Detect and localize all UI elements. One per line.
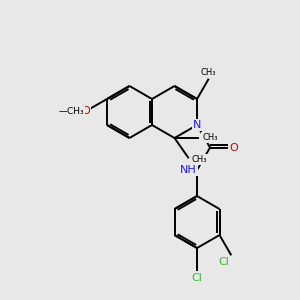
Text: O: O <box>229 142 238 152</box>
Text: —CH₃: —CH₃ <box>58 107 84 116</box>
Text: O: O <box>81 106 90 116</box>
Text: N: N <box>193 120 201 130</box>
Text: Cl: Cl <box>192 273 203 284</box>
Text: Cl: Cl <box>218 257 229 267</box>
Text: CH₃: CH₃ <box>192 155 207 164</box>
Text: CH₃: CH₃ <box>68 107 83 116</box>
Text: CH₃: CH₃ <box>201 68 217 77</box>
Text: CH₃: CH₃ <box>202 133 218 142</box>
Text: methoxy: methoxy <box>80 112 86 113</box>
Text: NH: NH <box>180 165 197 175</box>
